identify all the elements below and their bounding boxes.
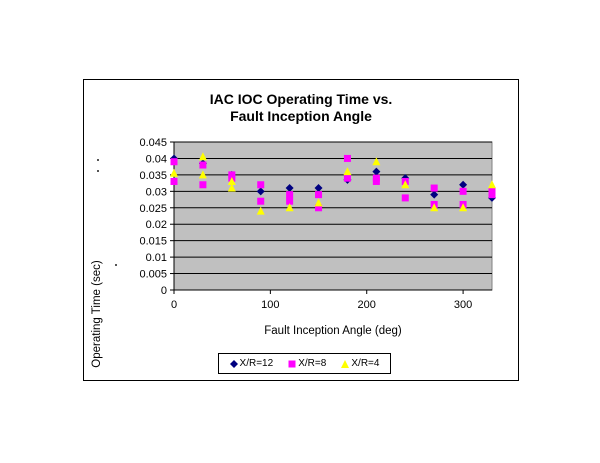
data-point-triangle — [314, 198, 323, 207]
diamond-marker-icon — [229, 359, 238, 368]
x-tick-label: 100 — [261, 299, 279, 311]
data-point-square — [199, 161, 207, 169]
data-point-square — [199, 181, 207, 189]
data-point-square — [488, 191, 496, 199]
data-point-square — [315, 191, 323, 199]
x-tick-label: 300 — [454, 299, 472, 311]
data-point-square — [286, 191, 294, 199]
y-tick-label: 0.04 — [146, 153, 167, 165]
data-point-square — [372, 177, 380, 185]
data-point-square — [343, 154, 351, 162]
data-point-triangle — [430, 203, 439, 212]
legend-label-series-3: X/R=4 — [351, 358, 380, 369]
data-point-triangle — [459, 203, 468, 212]
data-point-triangle — [343, 167, 352, 176]
data-point-triangle — [285, 203, 294, 212]
triangle-marker-icon — [341, 359, 350, 368]
data-point-square — [315, 204, 323, 212]
x-tick-label: 0 — [171, 299, 177, 311]
data-point-triangle — [198, 170, 207, 179]
data-point-triangle — [227, 176, 236, 185]
y-tick-label: 0 — [161, 285, 167, 297]
data-point-square — [286, 197, 294, 205]
data-point-square — [343, 174, 351, 182]
legend-item-series-2: X/R=8 — [288, 358, 326, 369]
data-point-diamond — [372, 167, 381, 176]
data-point-square — [170, 158, 178, 166]
legend-item-series-3: X/R=4 — [341, 358, 379, 369]
x-tick-label: 200 — [358, 299, 376, 311]
y-tick-label: 0.03 — [146, 186, 167, 198]
legend-label-series-2: X/R=8 — [298, 358, 327, 369]
y-tick-label: 0.02 — [146, 219, 167, 231]
data-point-triangle — [198, 152, 207, 161]
stray-dot — [97, 159, 99, 161]
chart-title-line-2: Fault Inception Angle — [230, 108, 372, 124]
x-axis-label: Fault Inception Angle (deg) — [264, 325, 402, 337]
legend-item-series-1: X/R=12 — [229, 358, 274, 369]
data-point-triangle — [170, 168, 178, 177]
stray-dot — [115, 264, 117, 266]
y-tick-label: 0.015 — [139, 236, 167, 248]
legend: X/R=12 X/R=8 X/R=4 — [218, 353, 391, 374]
data-point-triangle — [372, 157, 381, 166]
data-point-diamond — [459, 180, 468, 189]
data-point-square — [257, 197, 265, 205]
data-point-square — [459, 187, 467, 195]
legend-label-series-1: X/R=12 — [239, 358, 274, 369]
y-tick-label: 0.01 — [146, 252, 167, 264]
data-point-diamond — [256, 187, 265, 196]
square-marker-icon — [288, 360, 296, 367]
plot-area — [173, 141, 493, 291]
y-tick-label: 0.005 — [139, 269, 167, 281]
chart-title-line-1: IAC IOC Operating Time vs. — [209, 91, 393, 107]
data-point-triangle — [488, 180, 496, 189]
data-point-diamond — [314, 184, 323, 193]
stray-dot — [97, 170, 99, 172]
data-point-triangle — [227, 183, 236, 192]
data-point-square — [257, 181, 265, 189]
data-point-diamond — [285, 184, 294, 193]
chart-title: IAC IOC Operating Time vs. Fault Incepti… — [83, 91, 519, 125]
data-point-square — [170, 177, 178, 185]
data-point-triangle — [401, 180, 410, 189]
y-tick-label: 0.025 — [139, 203, 167, 215]
y-tick-label: 0.035 — [139, 170, 167, 182]
data-point-square — [430, 184, 438, 192]
data-point-diamond — [430, 190, 439, 199]
data-point-square — [401, 194, 409, 202]
data-point-triangle — [256, 206, 265, 215]
y-axis-label: Operating Time (sec) — [91, 260, 103, 368]
y-tick-label: 0.045 — [139, 137, 167, 149]
